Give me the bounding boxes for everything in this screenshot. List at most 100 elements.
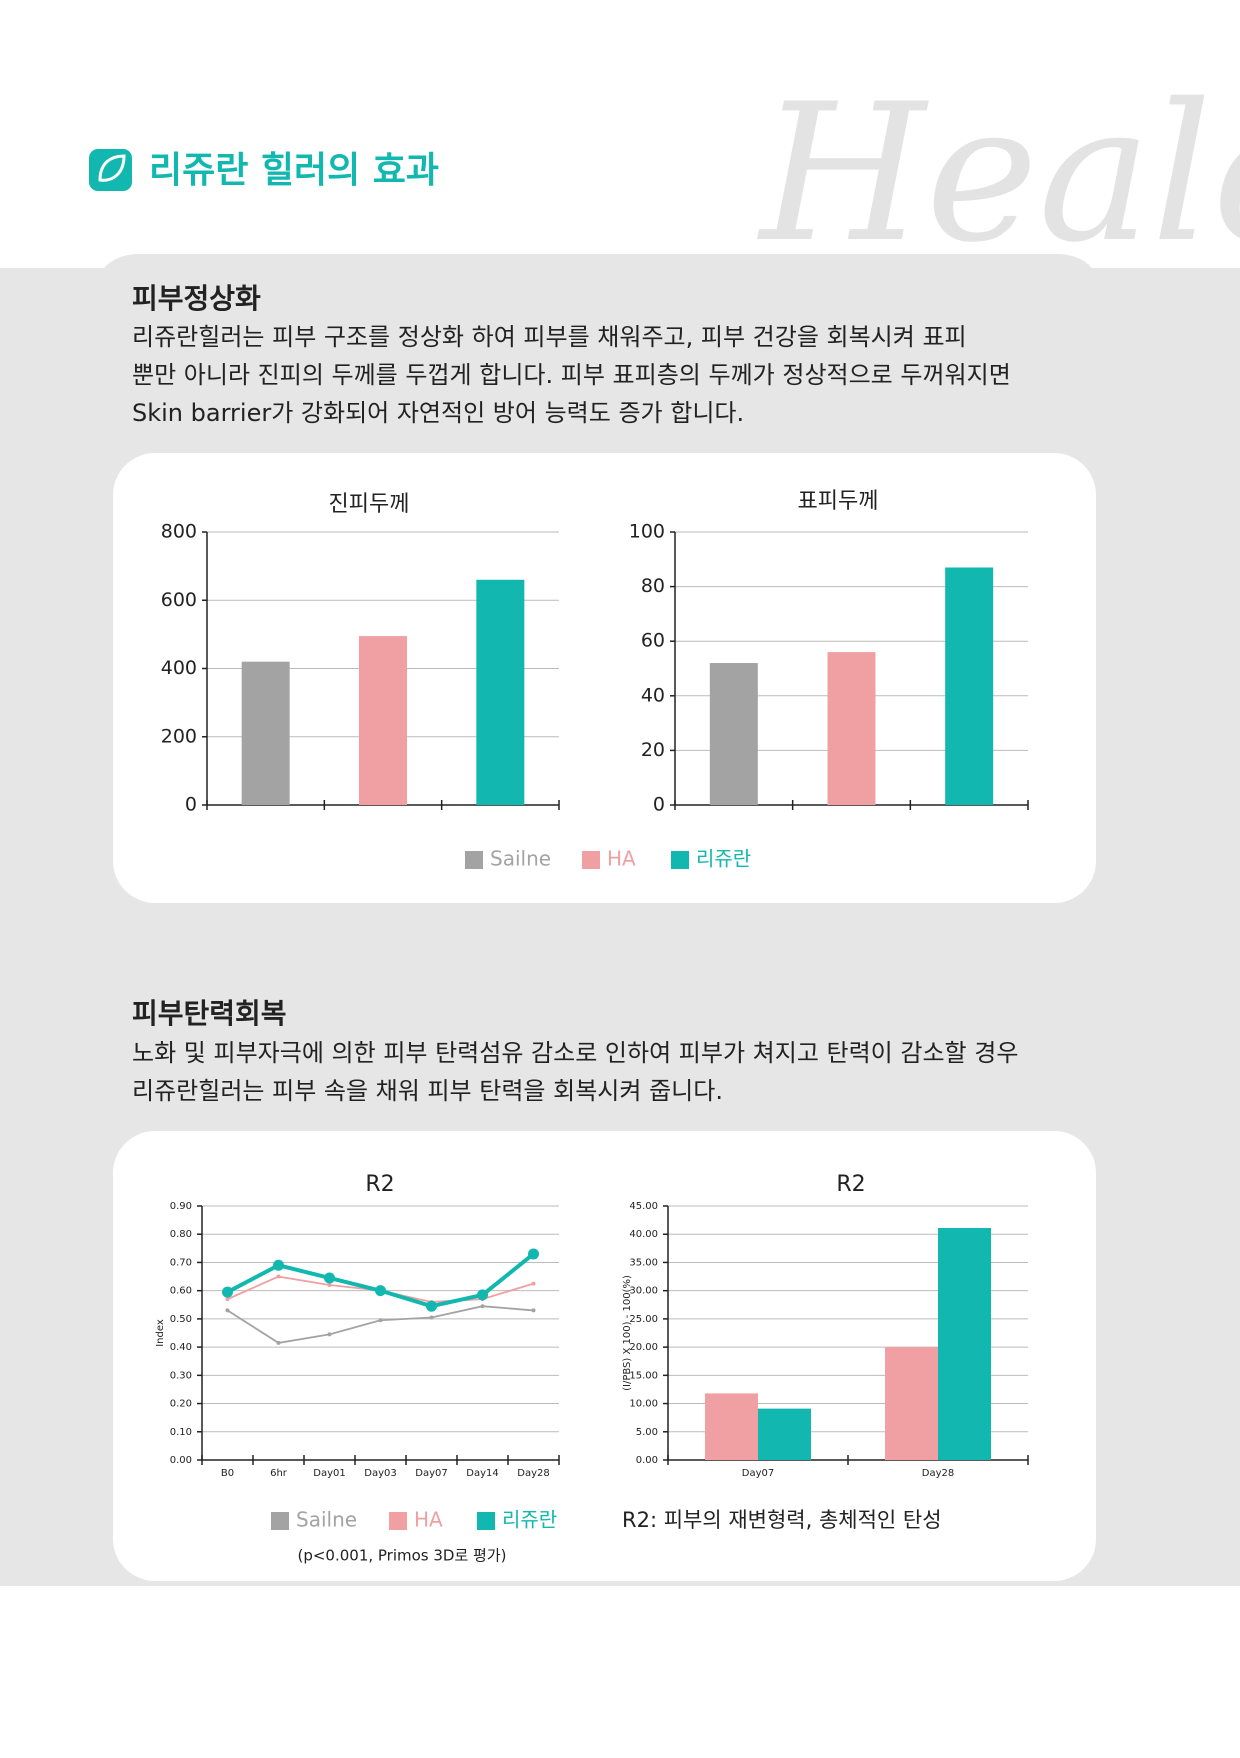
point — [375, 1285, 386, 1297]
point — [327, 1332, 332, 1337]
point — [273, 1259, 284, 1271]
y-tick-label: 400 — [161, 657, 197, 679]
point — [531, 1308, 536, 1313]
y-tick-label: 0 — [185, 794, 197, 816]
bar — [885, 1347, 938, 1460]
point — [327, 1283, 332, 1288]
y-tick-label: 0.00 — [170, 1455, 192, 1466]
y-tick-label: 20.00 — [629, 1342, 658, 1353]
x-tick-label: Day07 — [415, 1468, 447, 1479]
point — [225, 1308, 230, 1313]
point — [276, 1274, 281, 1279]
y-tick-label: 0.50 — [170, 1314, 192, 1325]
y-tick-label: 35.00 — [629, 1257, 658, 1268]
legend-swatch — [671, 851, 689, 869]
bar — [476, 579, 525, 805]
y-tick-label: 0.20 — [170, 1399, 192, 1410]
point — [426, 1300, 437, 1312]
point — [225, 1297, 230, 1302]
x-tick-label: Day14 — [466, 1468, 498, 1479]
y-tick-label: 100 — [629, 521, 665, 543]
paragraph-line: 뿐만 아니라 진피의 두께를 두껍게 합니다. 피부 표피층의 두께가 정상적으… — [132, 361, 1011, 389]
y-tick-label: 200 — [161, 725, 197, 747]
title-icon — [89, 149, 132, 191]
legend-swatch — [389, 1512, 407, 1530]
y-axis-label: (I/PBS) X 100) - 100(%) — [622, 1275, 633, 1391]
legend-swatch — [465, 851, 483, 869]
x-tick-label: B0 — [221, 1468, 234, 1479]
chart-card — [113, 1131, 1096, 1581]
paragraph-line: 리쥬란힐러는 피부 속을 채워 피부 탄력을 회복시켜 줍니다. — [132, 1077, 723, 1105]
legend-label: 리쥬란 — [502, 1508, 557, 1532]
band-tab — [98, 254, 1098, 314]
x-tick-label: Day03 — [364, 1468, 396, 1479]
bar — [359, 636, 407, 805]
bar — [938, 1228, 991, 1460]
section-heading: 피부탄력회복 — [132, 997, 287, 1030]
y-tick-label: 800 — [161, 521, 197, 543]
paragraph-line: 노화 및 피부자극에 의한 피부 탄력섬유 감소로 인하여 피부가 쳐지고 탄력… — [132, 1039, 1018, 1067]
y-tick-label: 60 — [641, 630, 665, 652]
y-tick-label: 25.00 — [629, 1314, 658, 1325]
y-tick-label: 0.60 — [170, 1286, 192, 1297]
point — [324, 1272, 335, 1284]
point — [477, 1289, 488, 1301]
y-tick-label: 600 — [161, 589, 197, 611]
page-title: 리쥬란 힐러의 효과 — [149, 150, 439, 191]
legend-label: Sailne — [296, 1508, 357, 1532]
chart-title: R2 — [365, 1172, 394, 1197]
bar — [709, 663, 758, 805]
y-tick-label: 10.00 — [629, 1399, 658, 1410]
title-icon-leaf — [98, 154, 126, 182]
legend-label: Sailne — [490, 847, 551, 871]
bar — [827, 652, 876, 805]
y-tick-label: 45.00 — [629, 1201, 658, 1212]
chart-title: 진피두께 — [329, 492, 410, 517]
legend-swatch — [271, 1512, 289, 1530]
legend-label: HA — [414, 1508, 443, 1532]
bar — [945, 567, 994, 805]
y-tick-label: 40.00 — [629, 1229, 658, 1240]
paragraph-line: 리쥬란힐러는 피부 구조를 정상화 하여 피부를 채워주고, 피부 건강을 회복… — [132, 323, 967, 351]
point — [531, 1281, 536, 1286]
y-tick-label: 0.40 — [170, 1342, 192, 1353]
bar — [705, 1393, 758, 1460]
legend-label: HA — [607, 847, 636, 871]
y-tick-label: 0.90 — [170, 1201, 192, 1212]
point — [222, 1286, 233, 1298]
note: R2: 피부의 재변형력, 총체적인 탄성 — [622, 1508, 942, 1532]
x-tick-label: Day01 — [313, 1468, 345, 1479]
y-axis-label: Index — [155, 1319, 166, 1347]
point — [480, 1304, 485, 1309]
x-tick-label: Day28 — [517, 1468, 549, 1479]
y-tick-label: 15.00 — [629, 1370, 658, 1381]
y-tick-label: 40 — [641, 684, 665, 706]
bar — [241, 661, 290, 805]
y-tick-label: 0.30 — [170, 1370, 192, 1381]
point — [276, 1340, 281, 1345]
y-tick-label: 0.80 — [170, 1229, 192, 1240]
x-tick-label: Day28 — [922, 1468, 954, 1479]
point — [429, 1315, 434, 1320]
y-tick-label: 0.00 — [636, 1455, 658, 1466]
paragraph-line: Skin barrier가 강화되어 자연적인 방어 능력도 증가 합니다. — [132, 399, 744, 427]
caption: (p<0.001, Primos 3D로 평가) — [297, 1547, 506, 1565]
point — [528, 1248, 539, 1260]
chart-title: 표피두께 — [798, 489, 879, 514]
watermark: Healer — [757, 63, 1240, 284]
y-tick-label: 0.70 — [170, 1257, 192, 1268]
y-tick-label: 0.10 — [170, 1427, 192, 1438]
y-tick-label: 0 — [653, 794, 665, 816]
x-tick-label: Day07 — [742, 1468, 774, 1479]
section-heading: 피부정상화 — [132, 282, 261, 315]
y-tick-label: 30.00 — [629, 1286, 658, 1297]
x-tick-label: 6hr — [270, 1468, 288, 1479]
y-tick-label: 5.00 — [636, 1427, 658, 1438]
chart-title: R2 — [836, 1172, 865, 1197]
point — [378, 1318, 383, 1323]
legend-swatch — [477, 1512, 495, 1530]
legend-swatch — [582, 851, 600, 869]
y-tick-label: 20 — [641, 739, 665, 761]
bar — [758, 1408, 811, 1460]
